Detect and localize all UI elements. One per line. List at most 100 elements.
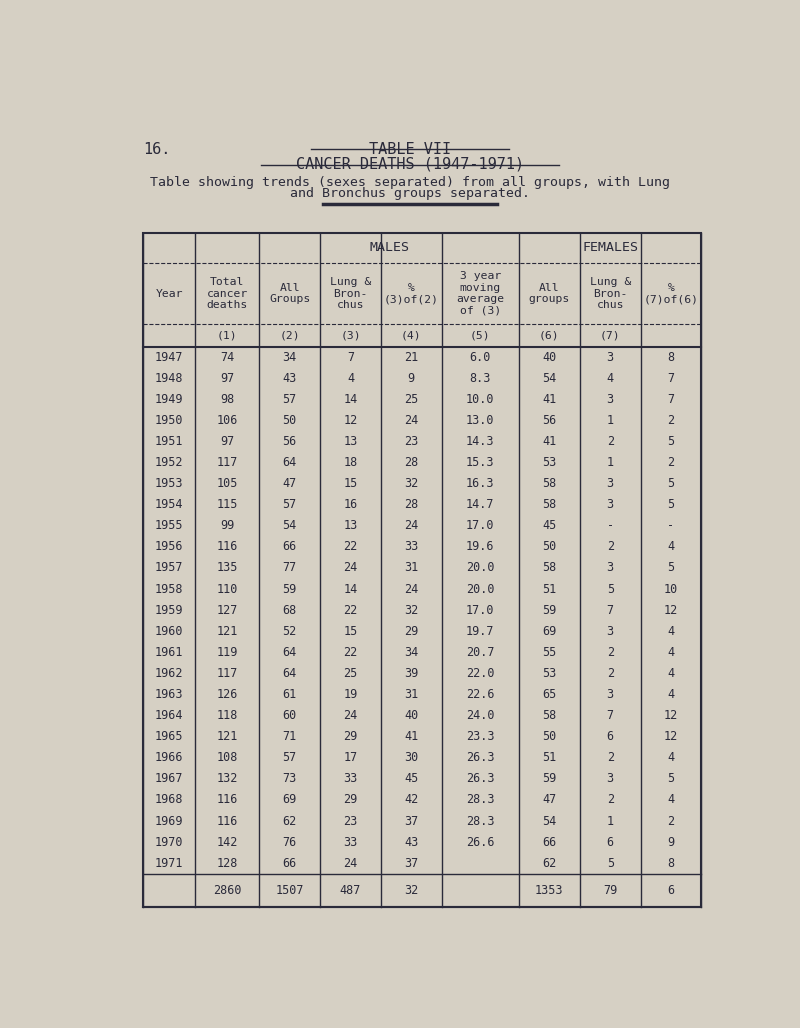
Text: and Bronchus groups separated.: and Bronchus groups separated. <box>290 187 530 199</box>
Text: 4: 4 <box>667 751 674 764</box>
Text: 73: 73 <box>282 772 297 785</box>
Text: 105: 105 <box>217 477 238 490</box>
Text: 128: 128 <box>217 856 238 870</box>
Text: 58: 58 <box>542 561 557 575</box>
Text: 20.0: 20.0 <box>466 561 494 575</box>
Text: 28: 28 <box>404 499 418 511</box>
Text: 61: 61 <box>282 688 297 701</box>
Text: 58: 58 <box>542 499 557 511</box>
Text: (2): (2) <box>279 330 300 340</box>
Text: 41: 41 <box>542 393 557 406</box>
Text: 1961: 1961 <box>155 646 183 659</box>
Text: -: - <box>667 519 674 533</box>
Text: All
groups: All groups <box>529 283 570 304</box>
Text: 1949: 1949 <box>155 393 183 406</box>
Text: 15: 15 <box>343 477 358 490</box>
Text: 53: 53 <box>542 667 557 680</box>
Text: 23.3: 23.3 <box>466 730 494 743</box>
Text: 1971: 1971 <box>155 856 183 870</box>
Text: 8: 8 <box>667 856 674 870</box>
Text: 45: 45 <box>404 772 418 785</box>
Text: 31: 31 <box>404 561 418 575</box>
Text: 110: 110 <box>217 583 238 595</box>
Text: 43: 43 <box>404 836 418 849</box>
Text: 31: 31 <box>404 688 418 701</box>
Text: 5: 5 <box>667 772 674 785</box>
Text: 32: 32 <box>404 477 418 490</box>
Text: 25: 25 <box>404 393 418 406</box>
Text: 29: 29 <box>404 625 418 637</box>
Text: 119: 119 <box>217 646 238 659</box>
Text: (6): (6) <box>539 330 560 340</box>
Text: 1951: 1951 <box>155 435 183 448</box>
Text: 1947: 1947 <box>155 351 183 364</box>
Text: 57: 57 <box>282 393 297 406</box>
Text: 13: 13 <box>343 519 358 533</box>
Text: 24: 24 <box>404 414 418 427</box>
Text: 22: 22 <box>343 646 358 659</box>
Text: 62: 62 <box>542 856 557 870</box>
Text: 57: 57 <box>282 499 297 511</box>
Text: 3: 3 <box>606 688 614 701</box>
Text: 22.0: 22.0 <box>466 667 494 680</box>
Text: 118: 118 <box>217 709 238 722</box>
Text: 1958: 1958 <box>155 583 183 595</box>
Text: 1968: 1968 <box>155 794 183 806</box>
Text: 12: 12 <box>343 414 358 427</box>
Text: 65: 65 <box>542 688 557 701</box>
Text: 57: 57 <box>282 751 297 764</box>
Text: 14.7: 14.7 <box>466 499 494 511</box>
Text: 54: 54 <box>282 519 297 533</box>
Text: 54: 54 <box>542 372 557 384</box>
Text: 1957: 1957 <box>155 561 183 575</box>
Text: 24: 24 <box>404 583 418 595</box>
Text: 64: 64 <box>282 667 297 680</box>
Text: 4: 4 <box>667 541 674 553</box>
Text: 1950: 1950 <box>155 414 183 427</box>
Text: 58: 58 <box>542 709 557 722</box>
Text: 34: 34 <box>404 646 418 659</box>
Text: 1963: 1963 <box>155 688 183 701</box>
Text: 12: 12 <box>664 730 678 743</box>
Text: 28: 28 <box>404 456 418 469</box>
Text: 487: 487 <box>340 884 361 896</box>
Text: 6: 6 <box>667 884 674 896</box>
Text: 4: 4 <box>667 625 674 637</box>
Text: (5): (5) <box>470 330 490 340</box>
Text: 59: 59 <box>282 583 297 595</box>
Text: 16.3: 16.3 <box>466 477 494 490</box>
Text: 1952: 1952 <box>155 456 183 469</box>
Text: 132: 132 <box>217 772 238 785</box>
Text: 64: 64 <box>282 646 297 659</box>
Text: 30: 30 <box>404 751 418 764</box>
Text: 2: 2 <box>606 541 614 553</box>
Text: (4): (4) <box>401 330 422 340</box>
Text: 55: 55 <box>542 646 557 659</box>
Text: 60: 60 <box>282 709 297 722</box>
Text: 39: 39 <box>404 667 418 680</box>
Text: 1965: 1965 <box>155 730 183 743</box>
Text: 1948: 1948 <box>155 372 183 384</box>
Text: 16.: 16. <box>143 142 170 156</box>
Text: 3: 3 <box>606 561 614 575</box>
Text: 3: 3 <box>606 625 614 637</box>
Text: 1953: 1953 <box>155 477 183 490</box>
Text: 56: 56 <box>542 414 557 427</box>
Text: 2860: 2860 <box>213 884 242 896</box>
Text: 1964: 1964 <box>155 709 183 722</box>
Text: 13: 13 <box>343 435 358 448</box>
Text: 69: 69 <box>542 625 557 637</box>
Text: 7: 7 <box>347 351 354 364</box>
Text: 24: 24 <box>343 856 358 870</box>
Text: 1967: 1967 <box>155 772 183 785</box>
Text: 14.3: 14.3 <box>466 435 494 448</box>
Text: 12: 12 <box>664 603 678 617</box>
Text: 79: 79 <box>603 884 618 896</box>
Text: 41: 41 <box>404 730 418 743</box>
Text: 47: 47 <box>542 794 557 806</box>
Text: 2: 2 <box>606 667 614 680</box>
Text: 4: 4 <box>667 794 674 806</box>
Text: FEMALES: FEMALES <box>582 242 638 254</box>
Text: 97: 97 <box>220 372 234 384</box>
Text: 1: 1 <box>606 456 614 469</box>
